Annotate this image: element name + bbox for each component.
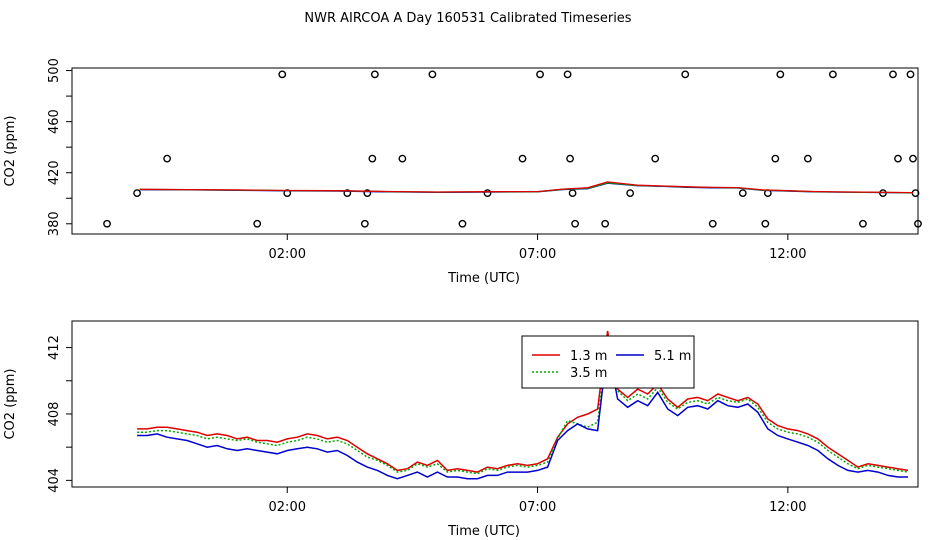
plot-frame-top (71, 67, 919, 235)
reference-point (894, 154, 902, 163)
chart-title: NWR AIRCOA A Day 160531 Calibrated Times… (304, 11, 631, 26)
y-axis-bottom: 404 408 412 (47, 335, 72, 493)
reference-point (738, 189, 747, 198)
x-tick-label: 12:00 (769, 247, 806, 262)
y-tick-label: 460 (47, 109, 62, 134)
reference-point (363, 189, 372, 198)
reference-point (360, 219, 369, 228)
reference-point (681, 70, 690, 79)
reference-point (483, 189, 492, 198)
reference-point (626, 189, 635, 198)
reference-point (568, 189, 577, 198)
reference-point (278, 70, 287, 79)
reference-point (906, 70, 915, 79)
reference-point (343, 189, 352, 198)
reference-point (536, 70, 544, 79)
panel-bottom: 02:00 07:00 12:00 404 408 412 Time (UTC) CO2… (3, 320, 919, 539)
legend-label-2: 3.5 m (570, 366, 607, 381)
legend-box (521, 335, 695, 389)
reference-point (133, 189, 141, 198)
y-axis-top: 380 420 460 500 (47, 58, 72, 236)
y-tick-label: 380 (47, 211, 62, 236)
reference-point (370, 70, 379, 79)
series-line (139, 181, 914, 194)
reference-point (518, 154, 527, 163)
reference-point (761, 219, 770, 228)
reference-point (909, 154, 917, 163)
x-tick-label: 02:00 (269, 500, 306, 515)
reference-point (776, 70, 785, 79)
x-axis-bottom: 02:00 07:00 12:00 (269, 487, 807, 515)
x-axis-top: 02:00 07:00 12:00 (269, 234, 807, 262)
x-tick-label: 12:00 (769, 500, 806, 515)
x-axis-title-top: Time (UTC) (447, 271, 520, 286)
series-line-1 (137, 330, 909, 473)
x-axis-title-bottom: Time (UTC) (447, 524, 520, 539)
legend-label-3: 5.1 m (654, 349, 691, 364)
reference-point (889, 70, 897, 79)
line-series-group-top (139, 181, 914, 194)
reference-point (708, 219, 717, 228)
reference-point (458, 219, 467, 228)
line-series-group-bottom (137, 330, 909, 480)
reference-point (828, 70, 837, 79)
reference-point (651, 154, 660, 163)
reference-point (601, 219, 610, 228)
series-line-3 (137, 345, 908, 480)
reference-point (253, 219, 262, 228)
x-tick-label: 07:00 (519, 500, 556, 515)
y-tick-label: 408 (47, 402, 62, 427)
y-axis-title-top: CO2 (ppm) (3, 115, 18, 186)
y-tick-label: 420 (47, 160, 62, 185)
reference-point (428, 70, 437, 79)
legend: 1.3 m 5.1 m 3.5 m (521, 335, 695, 389)
reference-point (914, 219, 922, 228)
reference-points-group (103, 70, 922, 228)
legend-label-1: 1.3 m (570, 349, 607, 364)
reference-point (563, 70, 572, 79)
reference-point (771, 154, 780, 163)
reference-point (398, 154, 407, 163)
y-tick-label: 412 (47, 335, 62, 360)
y-tick-label: 500 (47, 58, 62, 83)
y-axis-title-bottom: CO2 (ppm) (3, 368, 18, 439)
reference-point (803, 154, 812, 163)
reference-point (163, 154, 172, 163)
reference-point (859, 219, 867, 228)
reference-point (103, 219, 111, 228)
reference-point (566, 154, 574, 163)
reference-point (571, 219, 579, 228)
reference-point (368, 154, 377, 163)
y-tick-label: 404 (47, 468, 62, 493)
x-tick-label: 07:00 (519, 247, 556, 262)
x-tick-label: 02:00 (269, 247, 306, 262)
plot-frame-bottom (71, 320, 919, 488)
